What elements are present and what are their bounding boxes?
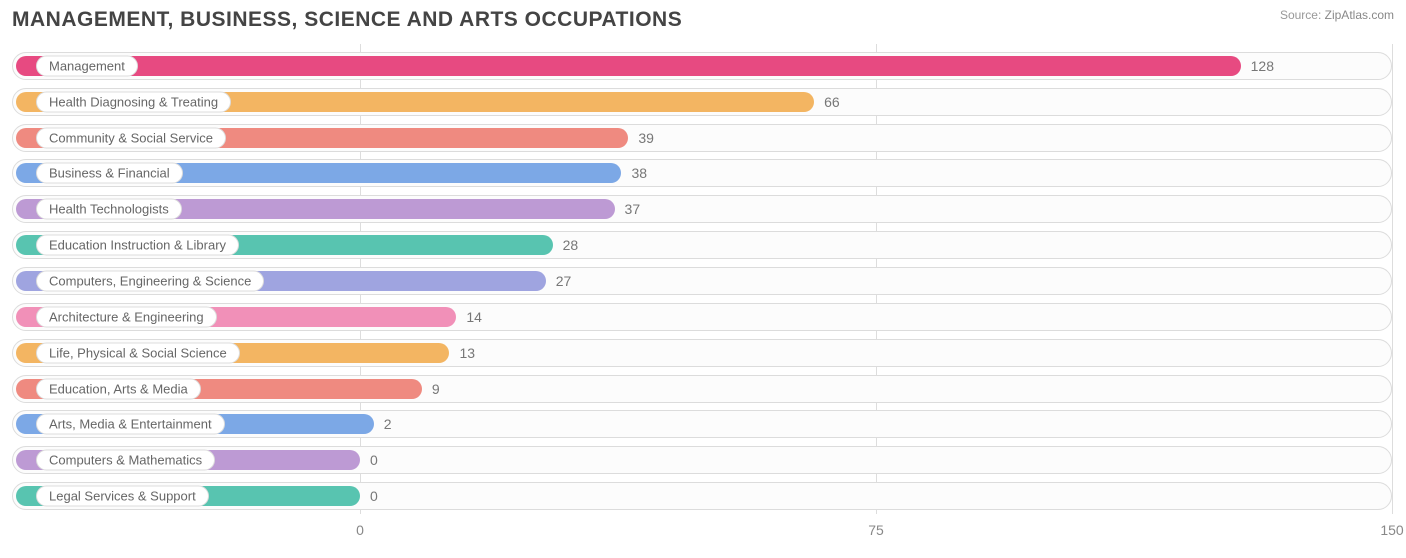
source-prefix: Source: xyxy=(1280,8,1321,22)
header: MANAGEMENT, BUSINESS, SCIENCE AND ARTS O… xyxy=(12,8,1394,32)
bar-label-pill: Architecture & Engineering xyxy=(36,306,217,327)
chart-area: Management 128 Health Diagnosing & Treatin… xyxy=(12,44,1392,544)
bar-value-label: 2 xyxy=(384,416,392,432)
bar-label-pill: Health Diagnosing & Treating xyxy=(36,91,231,112)
bar-value-label: 28 xyxy=(563,237,579,253)
bar-value-label: 0 xyxy=(370,488,378,504)
bar-label-pill: Health Technologists xyxy=(36,199,182,220)
bar-label-pill: Life, Physical & Social Science xyxy=(36,342,240,363)
bar-label-pill: Education Instruction & Library xyxy=(36,235,239,256)
bar-row: Computers & Mathematics 0 xyxy=(12,446,1392,474)
source-attribution: Source: ZipAtlas.com xyxy=(1280,8,1394,22)
bar-row: Education Instruction & Library 28 xyxy=(12,231,1392,259)
bar-row: Health Diagnosing & Treating 66 xyxy=(12,88,1392,116)
bar-row: Computers, Engineering & Science 27 xyxy=(12,267,1392,295)
bar-value-label: 128 xyxy=(1251,58,1274,74)
source-brand: ZipAtlas.com xyxy=(1325,8,1394,22)
bar-label-pill: Education, Arts & Media xyxy=(36,378,201,399)
chart-title: MANAGEMENT, BUSINESS, SCIENCE AND ARTS O… xyxy=(12,8,682,32)
bar-value-label: 13 xyxy=(459,345,475,361)
bar-row: Community & Social Service 39 xyxy=(12,124,1392,152)
bar-row: Legal Services & Support 0 xyxy=(12,482,1392,510)
bar-label-pill: Community & Social Service xyxy=(36,127,226,148)
bar-value-label: 9 xyxy=(432,381,440,397)
bar-value-label: 27 xyxy=(556,273,572,289)
bar-row: Architecture & Engineering 14 xyxy=(12,303,1392,331)
bar-row: Life, Physical & Social Science 13 xyxy=(12,339,1392,367)
bar-value-label: 39 xyxy=(638,130,654,146)
bar-label-pill: Management xyxy=(36,55,138,76)
grid-line xyxy=(1392,44,1393,514)
bar-label-pill: Business & Financial xyxy=(36,163,183,184)
bar-value-label: 66 xyxy=(824,94,840,110)
bar-label-pill: Computers, Engineering & Science xyxy=(36,270,264,291)
bar-row: Management 128 xyxy=(12,52,1392,80)
bar-label-pill: Arts, Media & Entertainment xyxy=(36,414,225,435)
bar-value-label: 14 xyxy=(466,309,482,325)
bar-row: Arts, Media & Entertainment 2 xyxy=(12,410,1392,438)
bars-group: Management 128 Health Diagnosing & Treatin… xyxy=(12,48,1392,514)
bar-label-pill: Computers & Mathematics xyxy=(36,450,215,471)
bar-row: Education, Arts & Media 9 xyxy=(12,375,1392,403)
bar-value-label: 0 xyxy=(370,452,378,468)
x-tick-label: 150 xyxy=(1380,522,1403,538)
x-tick-label: 0 xyxy=(356,522,364,538)
x-tick-label: 75 xyxy=(868,522,884,538)
bar-fill xyxy=(16,56,1241,76)
bar-row: Business & Financial 38 xyxy=(12,159,1392,187)
bar-row: Health Technologists 37 xyxy=(12,195,1392,223)
chart-container: MANAGEMENT, BUSINESS, SCIENCE AND ARTS O… xyxy=(0,0,1406,558)
bar-label-pill: Legal Services & Support xyxy=(36,486,209,507)
bar-value-label: 38 xyxy=(631,165,647,181)
bar-value-label: 37 xyxy=(625,201,641,217)
